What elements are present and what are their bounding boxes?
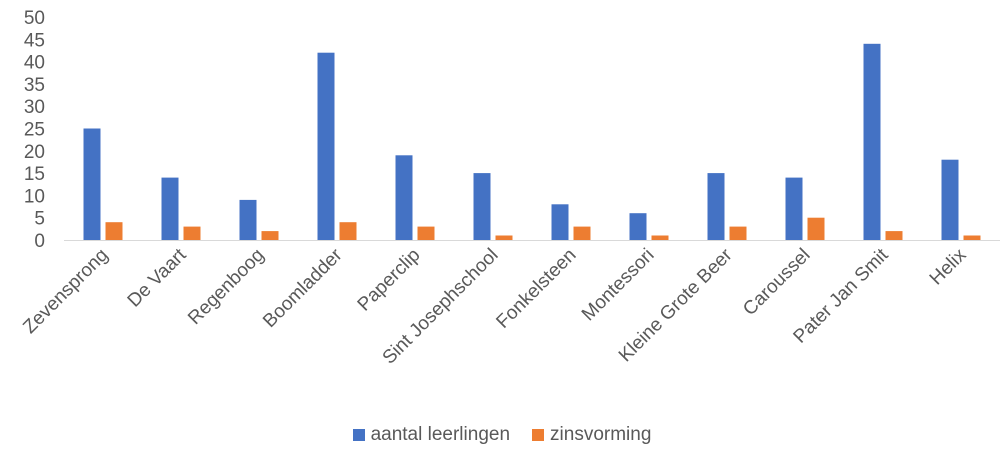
- x-category-label: Montessori: [578, 245, 659, 326]
- bar-zinsvorming: [651, 235, 669, 240]
- x-category-label: Zevensprong: [19, 245, 112, 338]
- bar-aantal-leerlingen: [83, 128, 101, 240]
- legend-label-zinsvorming: zinsvorming: [550, 424, 652, 445]
- bar-aantal-leerlingen: [629, 213, 647, 240]
- x-category-label: Fonkelsteen: [492, 245, 580, 333]
- bar-zinsvorming: [339, 222, 357, 240]
- y-tick-label: 40: [24, 53, 45, 74]
- bar-aantal-leerlingen: [941, 159, 959, 240]
- bar-zinsvorming: [885, 231, 903, 240]
- y-tick-label: 45: [24, 30, 45, 51]
- bar-zinsvorming: [105, 222, 123, 240]
- bar-aantal-leerlingen: [785, 177, 803, 240]
- y-tick-label: 20: [24, 142, 45, 163]
- bar-aantal-leerlingen: [551, 204, 569, 240]
- y-tick-label: 35: [24, 75, 45, 96]
- bar-zinsvorming: [807, 217, 825, 240]
- bar-zinsvorming: [183, 226, 201, 240]
- legend: aantal leerlingen zinsvorming: [0, 424, 1004, 446]
- bar-aantal-leerlingen: [863, 43, 881, 240]
- y-tick-label: 15: [24, 164, 45, 185]
- bar-aantal-leerlingen: [317, 52, 335, 241]
- legend-item-zinsvorming: zinsvorming: [532, 424, 651, 446]
- bar-zinsvorming: [417, 226, 435, 240]
- bar-zinsvorming: [963, 235, 981, 240]
- y-tick-label: 50: [24, 8, 45, 29]
- x-category-label: Paperclip: [354, 245, 425, 316]
- x-category-label: Boomladder: [259, 244, 347, 332]
- legend-item-aantal-leerlingen: aantal leerlingen: [352, 424, 511, 446]
- bar-aantal-leerlingen: [473, 173, 491, 240]
- x-category-label: Caroussel: [739, 245, 814, 320]
- legend-label-aantal-leerlingen: aantal leerlingen: [370, 424, 511, 445]
- x-category-label: De Vaart: [124, 244, 191, 311]
- bar-zinsvorming: [729, 226, 747, 240]
- legend-swatch-orange: [532, 429, 545, 441]
- bar-zinsvorming: [573, 226, 591, 240]
- y-tick-label: 0: [34, 231, 45, 252]
- bar-aantal-leerlingen: [161, 177, 179, 240]
- y-tick-label: 25: [24, 120, 45, 141]
- bar-aantal-leerlingen: [395, 155, 413, 240]
- bar-zinsvorming: [261, 231, 279, 240]
- x-category-label: Helix: [926, 244, 971, 289]
- y-tick-label: 30: [24, 97, 45, 118]
- y-tick-label: 5: [34, 209, 45, 230]
- bar-aantal-leerlingen: [707, 173, 725, 240]
- bar-aantal-leerlingen: [239, 199, 257, 240]
- y-tick-label: 10: [24, 186, 45, 207]
- bar-zinsvorming: [495, 235, 513, 240]
- legend-swatch-blue: [352, 429, 365, 441]
- x-category-label: Regenboog: [184, 245, 268, 329]
